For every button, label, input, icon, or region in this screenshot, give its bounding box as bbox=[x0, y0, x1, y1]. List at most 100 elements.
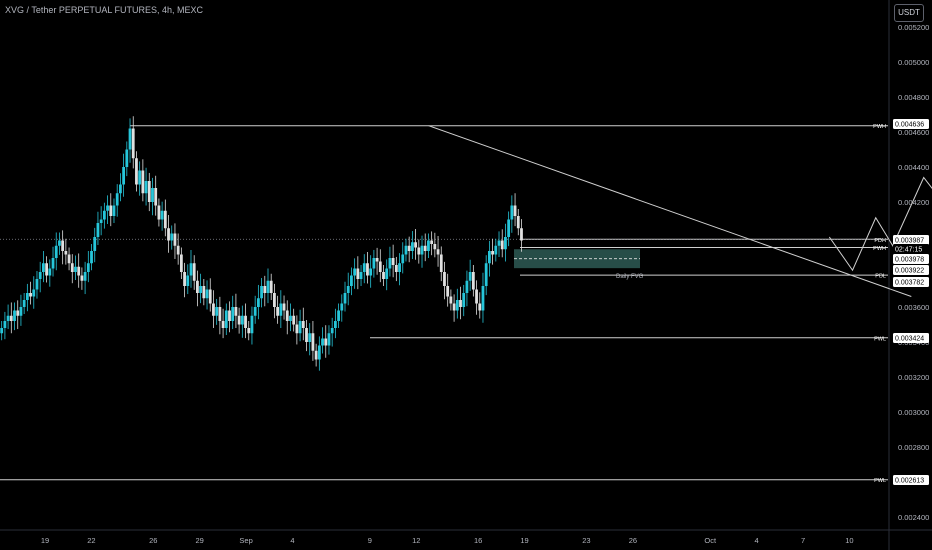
candle-body bbox=[29, 293, 32, 297]
candle-body bbox=[51, 258, 55, 269]
candle-body bbox=[263, 286, 267, 293]
candle-body bbox=[189, 263, 193, 276]
candle-body bbox=[260, 286, 263, 299]
candle-body bbox=[449, 296, 453, 304]
candle-body bbox=[99, 219, 103, 223]
candle-body bbox=[279, 303, 283, 316]
price-tag-label: 0.003978 bbox=[895, 257, 924, 264]
price-tick-label: 0.002400 bbox=[898, 513, 929, 522]
candle-body bbox=[205, 289, 209, 299]
candle-body bbox=[160, 210, 164, 220]
price-tag-label: 0.003987 bbox=[895, 238, 924, 245]
candle-body bbox=[350, 275, 353, 286]
candle-body bbox=[407, 245, 411, 251]
candle-body bbox=[369, 268, 373, 276]
time-tick-label: 10 bbox=[845, 536, 853, 545]
candle-body bbox=[70, 263, 74, 272]
candle-body bbox=[0, 328, 4, 334]
candle-body bbox=[433, 244, 437, 250]
candle-body bbox=[500, 240, 504, 250]
fvg-label: Daily FVG bbox=[616, 274, 644, 280]
candle-body bbox=[375, 258, 379, 262]
candle-body bbox=[510, 205, 514, 220]
level-label: PWL bbox=[874, 336, 886, 342]
price-tick-label: 0.003200 bbox=[898, 373, 929, 382]
candle-body bbox=[298, 321, 302, 334]
time-tick-label: 29 bbox=[196, 536, 204, 545]
candle-body bbox=[80, 275, 84, 281]
candle-body bbox=[115, 193, 119, 206]
price-tag-box bbox=[893, 254, 929, 264]
candle-body bbox=[25, 293, 29, 300]
candle-body bbox=[58, 240, 61, 246]
level-label: PWH bbox=[873, 246, 886, 252]
candle-body bbox=[455, 300, 459, 311]
candle-body bbox=[224, 310, 228, 328]
candle-body bbox=[494, 245, 498, 255]
candle-body bbox=[170, 233, 174, 241]
candle-body bbox=[340, 303, 344, 311]
candle-body bbox=[22, 300, 26, 307]
candle-body bbox=[48, 268, 52, 276]
candle-body bbox=[122, 167, 126, 185]
candle-body bbox=[3, 321, 7, 328]
candle-body bbox=[45, 263, 49, 276]
candle-body bbox=[86, 263, 90, 272]
candle-body bbox=[520, 228, 523, 241]
candle-body bbox=[430, 240, 434, 244]
candle-body bbox=[221, 321, 225, 328]
candle-body bbox=[468, 272, 472, 281]
currency-button[interactable]: USDT bbox=[894, 4, 924, 22]
candle-body bbox=[289, 315, 292, 321]
price-tick-label: 0.002800 bbox=[898, 443, 929, 452]
candle-body bbox=[269, 280, 273, 293]
price-tag-box bbox=[893, 333, 929, 343]
candle-body bbox=[356, 268, 360, 279]
candle-body bbox=[394, 265, 398, 272]
candle-body bbox=[128, 128, 132, 150]
price-tag-label: 0.003424 bbox=[895, 336, 924, 343]
price-tick-label: 0.004800 bbox=[898, 93, 929, 102]
time-tick-label: 26 bbox=[149, 536, 157, 545]
candle-body bbox=[285, 310, 289, 321]
candle-body bbox=[61, 240, 65, 251]
candle-body bbox=[513, 205, 517, 216]
price-tag-box bbox=[893, 235, 929, 245]
price-tick-label: 0.004400 bbox=[898, 163, 929, 172]
candle-body bbox=[256, 298, 260, 307]
candle-body bbox=[215, 307, 219, 316]
time-tick-label: 19 bbox=[520, 536, 528, 545]
candle-body bbox=[6, 315, 10, 321]
candle-body bbox=[497, 240, 501, 246]
candle-body bbox=[163, 210, 167, 229]
candle-body bbox=[343, 293, 347, 304]
time-tick-label: Sep bbox=[239, 536, 252, 545]
candle-body bbox=[478, 303, 482, 311]
candle-body bbox=[231, 307, 235, 321]
candle-body bbox=[317, 345, 321, 360]
candle-body bbox=[308, 333, 312, 342]
candle-body bbox=[465, 280, 469, 293]
candle-body bbox=[138, 170, 142, 185]
price-tick-label: 0.005200 bbox=[898, 23, 929, 32]
time-tick-label: 4 bbox=[290, 536, 294, 545]
candle-body bbox=[90, 251, 93, 264]
level-label: PWL bbox=[874, 478, 886, 484]
price-tag-label: 0.003782 bbox=[895, 280, 924, 287]
candle-body bbox=[192, 263, 196, 281]
candle-body bbox=[83, 272, 87, 281]
trendline bbox=[428, 125, 912, 297]
price-tick-label: 0.003600 bbox=[898, 303, 929, 312]
time-tick-label: 4 bbox=[755, 536, 759, 545]
candle-body bbox=[96, 223, 100, 237]
candle-body bbox=[327, 333, 331, 346]
level-label: PWH bbox=[873, 124, 886, 130]
candle-body bbox=[183, 272, 186, 286]
candle-body bbox=[151, 188, 154, 202]
projection-path bbox=[828, 176, 932, 272]
candle-body bbox=[439, 254, 443, 272]
candle-body bbox=[208, 289, 212, 304]
candle-body bbox=[202, 286, 206, 299]
candle-body bbox=[135, 158, 138, 185]
